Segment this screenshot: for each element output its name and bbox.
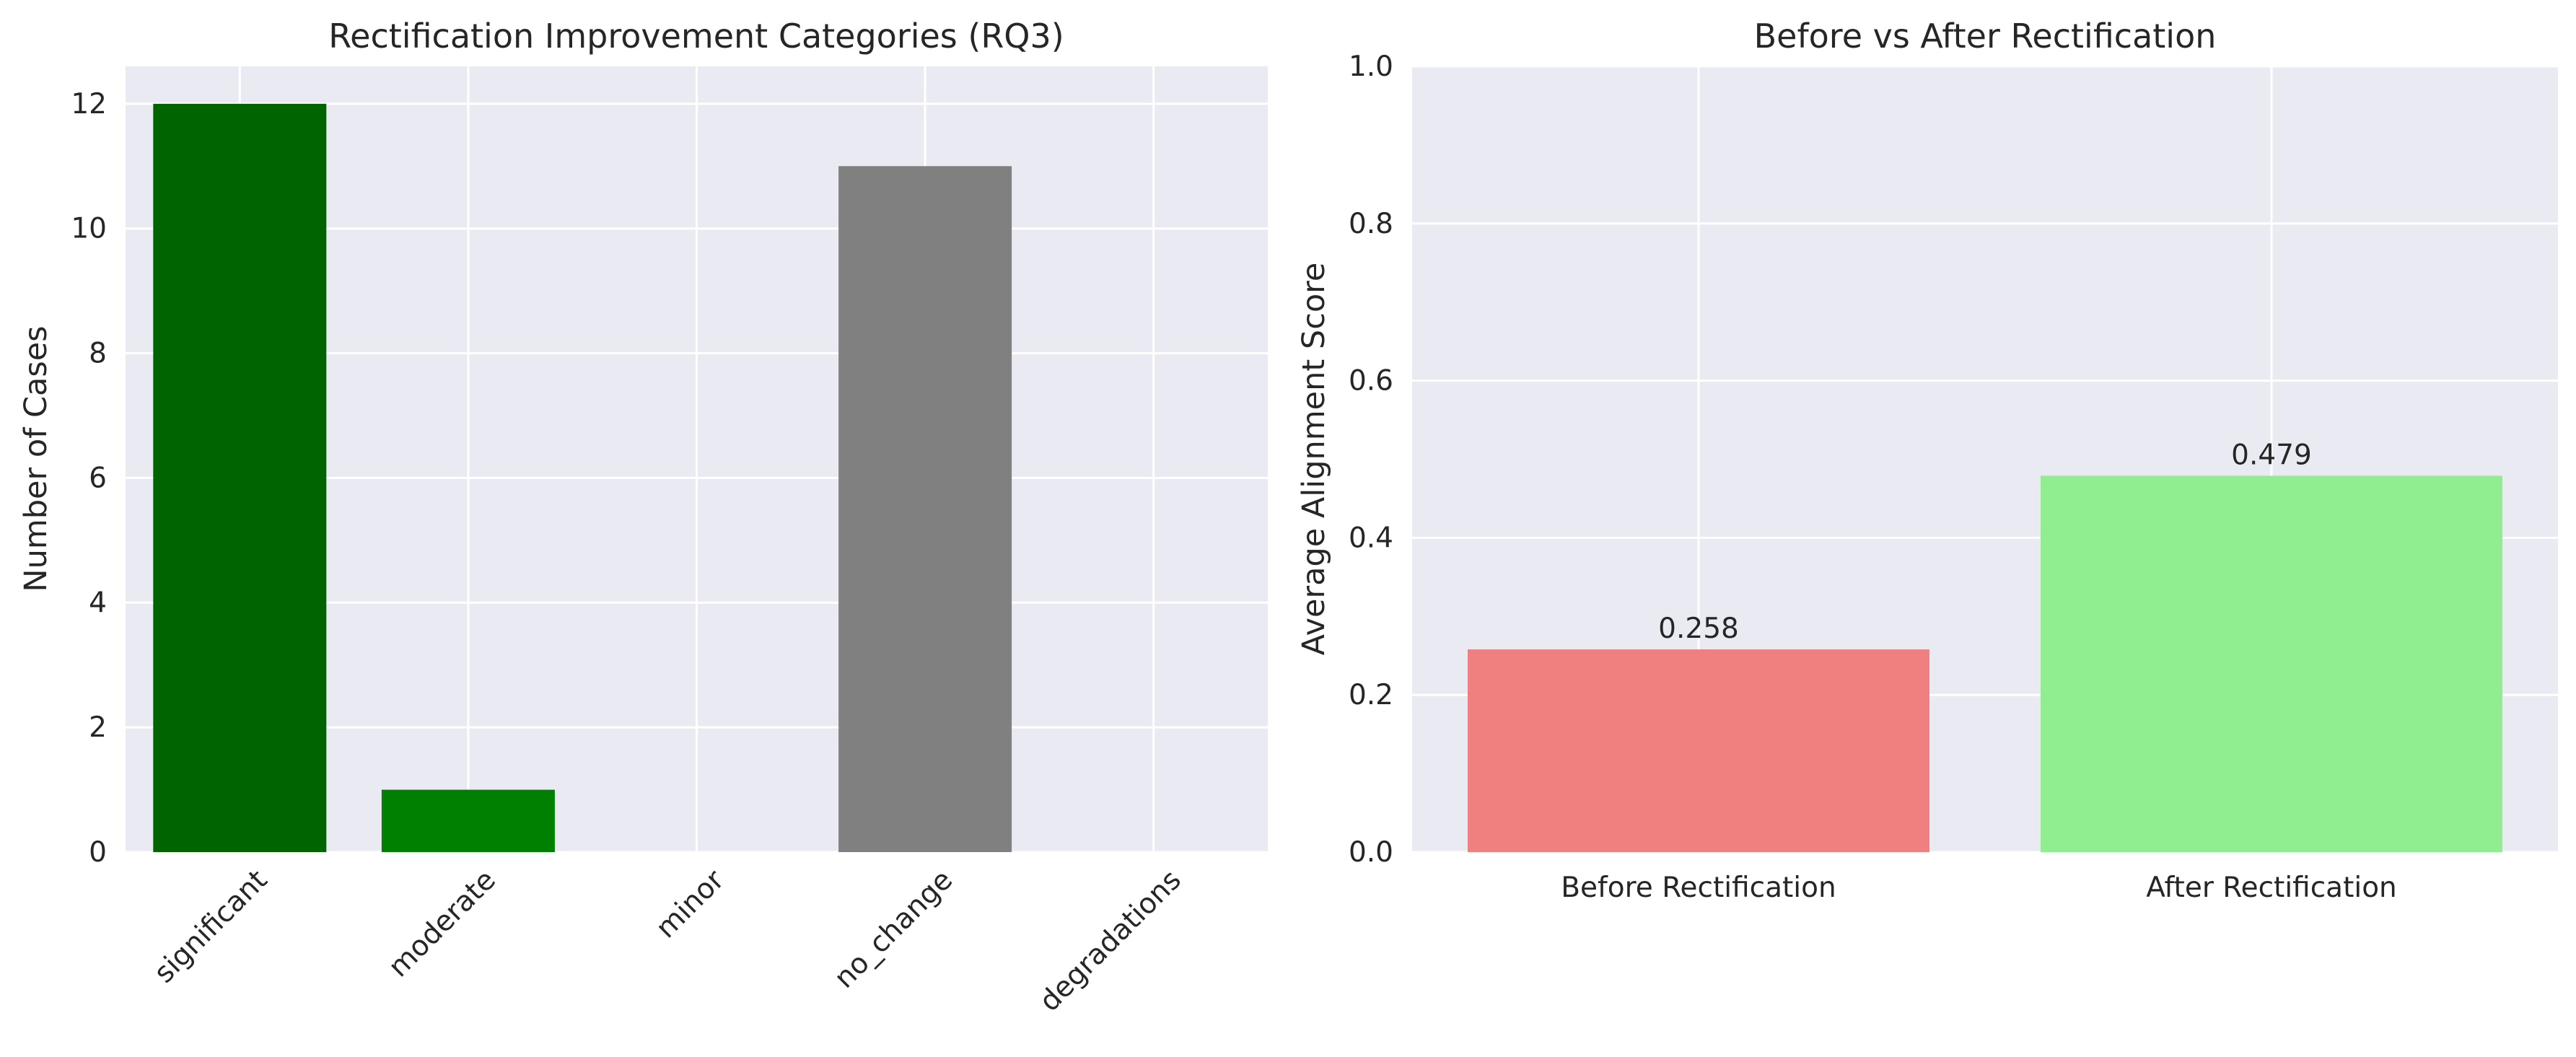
x-tick-label: minor bbox=[650, 864, 732, 945]
x-ticks-left: significant moderate minor no_change degrada… bbox=[148, 864, 1188, 1018]
y-tick-label: 10 bbox=[71, 213, 107, 245]
y-axis-label-right: Average Alignment Score bbox=[1296, 263, 1332, 656]
chart-right: 0.258 0.479 0.0 0.2 0.4 0.6 0.8 1.0 Before Rec… bbox=[1296, 17, 2558, 904]
x-tick-label: After Rectification bbox=[2146, 872, 2397, 904]
y-tick-label: 0 bbox=[89, 836, 107, 869]
data-label: 0.479 bbox=[2231, 439, 2312, 471]
y-tick-label: 0.6 bbox=[1349, 365, 1393, 398]
x-tick-label: Before Rectification bbox=[1561, 872, 1836, 904]
x-tick-label: degradations bbox=[1033, 864, 1188, 1018]
y-ticks-left: 0 2 4 6 8 10 12 bbox=[71, 88, 107, 869]
bar-before-rectification bbox=[1468, 649, 1929, 852]
bar-significant bbox=[153, 103, 327, 852]
y-tick-label: 0.8 bbox=[1349, 208, 1393, 240]
chart-left: 0 2 4 6 8 10 12 significant moderate minor no_cha… bbox=[18, 17, 1268, 1018]
bars-left bbox=[153, 103, 1012, 853]
x-ticks-right: Before Rectification After Rectification bbox=[1561, 872, 2397, 904]
y-tick-label: 0.0 bbox=[1349, 836, 1393, 869]
y-tick-label: 0.4 bbox=[1349, 522, 1393, 554]
x-tick-label: moderate bbox=[382, 864, 502, 983]
bar-after-rectification bbox=[2041, 475, 2502, 852]
chart-title-right: Before vs After Rectification bbox=[1754, 17, 2217, 56]
y-tick-label: 12 bbox=[71, 88, 107, 120]
y-tick-label: 6 bbox=[89, 462, 107, 494]
y-axis-label-left: Number of Cases bbox=[18, 325, 54, 592]
x-tick-label: significant bbox=[148, 864, 273, 989]
bars-right: 0.258 0.479 bbox=[1468, 439, 2502, 852]
y-ticks-right: 0.0 0.2 0.4 0.6 0.8 1.0 bbox=[1349, 51, 1393, 869]
y-tick-label: 8 bbox=[89, 338, 107, 370]
y-tick-label: 0.2 bbox=[1349, 679, 1393, 711]
chart-title-left: Rectification Improvement Categories (RQ… bbox=[328, 17, 1064, 56]
bar-no-change bbox=[838, 166, 1012, 853]
y-tick-label: 2 bbox=[89, 711, 107, 744]
data-label: 0.258 bbox=[1658, 613, 1739, 645]
y-tick-label: 1.0 bbox=[1349, 51, 1393, 83]
bar-moderate bbox=[381, 789, 555, 852]
x-tick-label: no_change bbox=[828, 864, 959, 994]
y-tick-label: 4 bbox=[89, 587, 107, 619]
